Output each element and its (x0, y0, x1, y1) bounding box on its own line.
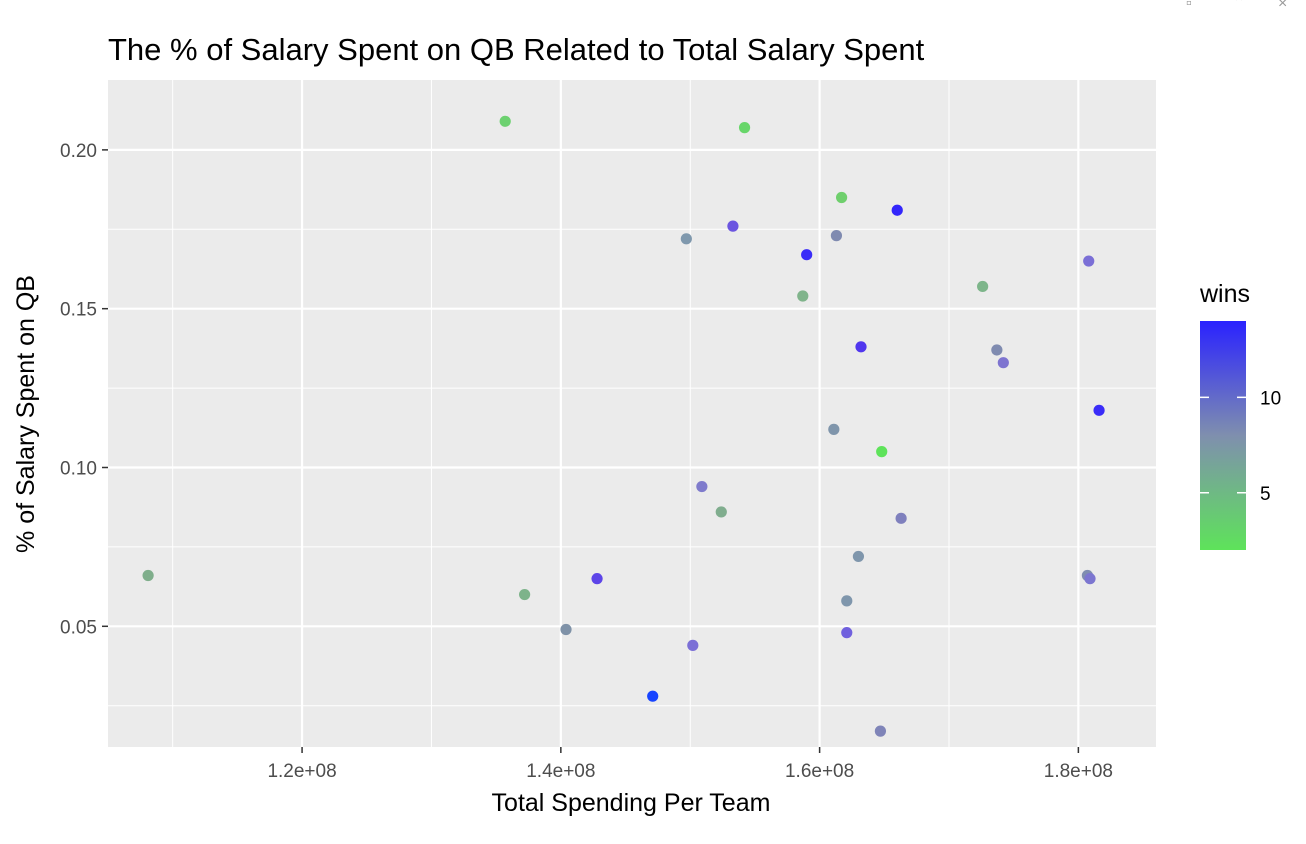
data-point (727, 220, 739, 232)
data-point (647, 690, 659, 702)
window-controls: ▫ ⌃ × (1176, 0, 1306, 14)
plot-panel (108, 80, 1156, 747)
collapse-icon[interactable]: ⌃ (1232, 0, 1246, 12)
major-gridlines (108, 80, 1156, 747)
data-point (801, 249, 813, 261)
data-point (874, 725, 887, 737)
color-legend: wins 5 10 (1199, 280, 1281, 550)
legend-title: wins (1199, 280, 1250, 308)
data-point (841, 627, 853, 639)
y-tick-label: 0.05 (60, 617, 97, 638)
x-axis: 1.2e+08 1.4e+08 1.6e+08 1.8e+08 (267, 747, 1113, 782)
data-point (852, 550, 865, 563)
data-point (841, 595, 853, 607)
x-tick-label: 1.6e+08 (785, 761, 854, 782)
data-point (836, 191, 848, 204)
y-tick-label: 0.10 (60, 458, 97, 479)
data-point (680, 233, 692, 245)
y-tick-label: 0.20 (60, 141, 97, 162)
data-point (876, 446, 888, 458)
data-point (977, 280, 989, 293)
data-point (1093, 404, 1105, 416)
data-point (997, 357, 1009, 369)
data-point (687, 639, 699, 651)
data-point (560, 623, 572, 636)
legend-colorbar (1200, 321, 1246, 550)
legend-tick-label: 5 (1260, 484, 1271, 505)
legend-tick-label: 10 (1260, 388, 1281, 409)
y-axis: 0.05 0.10 0.15 0.20 (60, 141, 108, 638)
data-point (855, 341, 867, 353)
y-axis-title: % of Salary Spent on QB (12, 275, 40, 553)
data-points (142, 115, 1105, 737)
data-point (830, 230, 843, 242)
x-axis-title: Total Spending Per Team (492, 789, 771, 817)
x-tick-label: 1.8e+08 (1044, 761, 1113, 782)
data-point (1083, 255, 1095, 267)
data-point (895, 512, 907, 524)
data-point (696, 480, 708, 493)
y-tick-label: 0.15 (60, 300, 97, 321)
data-point (991, 344, 1003, 356)
data-point (499, 115, 511, 127)
data-point (891, 204, 903, 216)
x-tick-label: 1.2e+08 (267, 761, 336, 782)
data-point (797, 290, 809, 302)
restore-icon[interactable]: ▫ (1186, 0, 1192, 12)
data-point (1084, 573, 1096, 585)
data-point (715, 506, 727, 518)
data-point (738, 122, 751, 134)
x-tick-label: 1.4e+08 (526, 761, 595, 782)
chart-title: The % of Salary Spent on QB Related to T… (108, 32, 925, 67)
close-icon[interactable]: × (1278, 0, 1288, 12)
minor-gridlines (108, 80, 1156, 747)
data-point (591, 573, 603, 585)
data-point (519, 588, 531, 601)
data-point (142, 569, 154, 582)
data-point (828, 423, 840, 435)
